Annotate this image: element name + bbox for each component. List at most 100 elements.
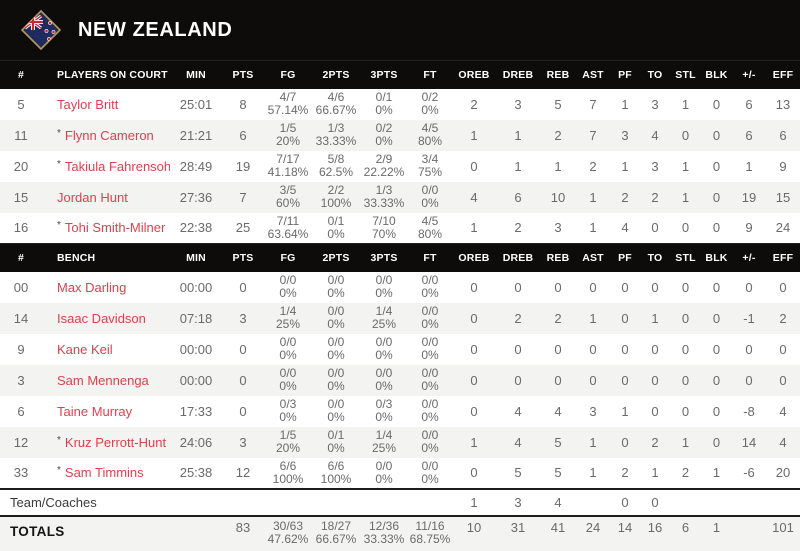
player-name-link[interactable]: Kruz Perrott-Hunt [64,434,167,450]
stat-to-cell: 0 [651,372,659,388]
stat-fg-pct: 57.14% [267,103,309,117]
stat-fg-made: 7/17 [276,152,300,166]
player-row: 20 * Takiula Fahrensohn 28:49 19 7/17 41.18% 5/… [0,150,800,182]
stat-eff-cell: 15 [775,189,791,205]
jersey-number: 20 [13,158,29,174]
jersey-number: 11 [14,127,28,143]
stat-stl-cell: 1 [681,434,690,450]
stat-p3-pct: 0% [375,134,393,148]
stat-pm-cell: 9 [745,220,753,236]
stat-reb-cell: 5 [554,434,562,450]
stat-fg-cell: 1/4 25% [264,303,312,334]
stat-ft-pct: 0% [421,471,439,486]
stat-eff-cell: 101 [772,519,794,535]
stat-p3-cell: 0/3 0% [360,396,408,427]
stat-pf-cell: 0 [621,372,629,388]
player-name-link[interactable]: Flynn Cameron [64,127,154,143]
stat-dreb-cell: 1 [514,158,522,174]
stat-p3-cell: 12/36 33.33% [360,516,408,551]
jersey-number: 12 [13,434,29,450]
player-name-link[interactable]: Jordan Hunt [57,189,128,205]
player-name-link[interactable]: Isaac Davidson [57,310,146,326]
stat-pm-cell: -6 [743,465,755,480]
stat-ft-cell: 3/4 75% [408,151,452,182]
team-header: NEW ZEALAND [0,0,800,60]
stat-stl-cell: 0 [681,372,690,388]
player-row: 15 Jordan Hunt 27:36 7 3/5 60% 2/2 100% 1/3 33.33… [0,181,800,213]
stat-oreb-cell: 0 [470,403,478,419]
player-name-link[interactable]: Taylor Britt [57,96,119,112]
stat-p3-pct: 70% [371,226,397,241]
jersey-number: 6 [17,403,25,419]
flag-diamond-graphic [20,9,62,51]
col-header-oreb: OREB [452,60,496,89]
stat-p2-cell: 0/1 0% [312,427,360,458]
stat-blk-cell [701,489,732,516]
stat-fg-made: 0/0 [279,273,297,287]
player-name-link[interactable]: Max Darling [57,279,127,295]
stat-min-cell [170,489,222,516]
stat-ft-pct: 0% [421,379,439,393]
player-row: 00 Max Darling 00:00 0 0/0 0% 0/0 0% 0/0 0% 0/0 0% 0… [0,271,800,303]
stat-blk-cell: 0 [712,434,721,450]
stat-eff-cell: 0 [779,372,787,388]
stat-p2-pct: 100% [320,471,352,486]
stat-to-cell: 0 [651,341,659,357]
player-name-link[interactable]: Kane Keil [57,341,113,357]
stat-eff-cell: 24 [775,220,791,236]
stat-to-cell: 0 [651,279,659,295]
stat-fg-made: 1/5 [279,121,297,135]
stat-min-cell: 22:38 [179,220,213,236]
col-header-ft: FT [408,60,452,89]
col-header-dreb: DREB [496,60,540,89]
col-header-blk: BLK [701,243,732,272]
player-name-link[interactable]: Taine Murray [57,403,133,419]
stat-fg-made: 0/0 [279,335,297,349]
stat-ft-made: 4/5 [421,213,439,228]
stat-pf-cell: 4 [621,220,629,236]
player-name-link[interactable]: Takiula Fahrensohn [64,158,170,174]
stat-to-cell: 3 [651,96,659,112]
stat-pf-cell: 0 [621,341,629,357]
stat-fg-pct: 60% [275,196,301,210]
player-name-link[interactable]: Sam Mennenga [57,372,149,388]
stat-reb-cell: 0 [554,372,562,388]
stat-ft-made: 0/0 [421,397,439,411]
stat-ft-cell: 0/0 0% [408,303,452,334]
stat-ast-cell: 0 [589,372,597,388]
stat-eff-cell: 4 [779,403,787,419]
stat-ast-cell: 1 [589,465,597,480]
stat-fg-cell: 0/0 0% [264,272,312,303]
stat-p2-made: 0/0 [327,335,345,349]
col-header-pf: PF [610,243,640,272]
col-header-ast: AST [576,60,610,89]
stat-reb-cell: 2 [554,127,562,143]
player-name-link[interactable]: Tohi Smith-Milner [64,220,166,236]
stat-ft-cell: 0/0 0% [408,396,452,427]
stat-pts-cell: 19 [235,158,251,174]
player-row: 33 * Sam Timmins 25:38 12 6/6 100% 6/6 100% 0/0 0%… [0,457,800,489]
stat-p2-pct: 66.67% [315,531,357,546]
stat-p3-pct: 22.22% [363,165,405,179]
col-header-ast: AST [576,243,610,272]
stat-pm-cell: 0 [745,341,753,357]
stat-reb-cell: 5 [554,465,562,480]
stat-fg-cell: 4/7 57.14% [264,89,312,120]
stat-min-cell: 21:21 [179,127,213,143]
stat-stl-cell: 0 [681,279,690,295]
player-name-link[interactable]: Sam Timmins [64,465,144,480]
on-court-header-row: # PLAYERS ON COURT MIN PTS FG 2PTS 3PTS FT OREB D… [0,60,800,89]
stat-p2-cell: 0/0 0% [312,272,360,303]
stat-min-cell: 07:18 [179,310,213,326]
stat-ft-cell: 0/0 0% [408,365,452,396]
stat-min-cell: 17:33 [179,403,213,419]
player-row: 14 Isaac Davidson 07:18 3 1/4 25% 0/0 0% 1/4 25% 0… [0,302,800,334]
stat-oreb-cell: 1 [470,494,478,510]
col-header-p3: 3PTS [360,243,408,272]
stat-p3-pct: 0% [375,379,393,393]
stat-p3-cell [360,489,408,516]
stat-blk-cell: 1 [712,519,721,535]
stat-fg-cell: 30/63 47.62% [264,516,312,551]
stat-dreb-cell: 0 [514,372,522,388]
stat-p3-pct: 0% [375,286,393,300]
